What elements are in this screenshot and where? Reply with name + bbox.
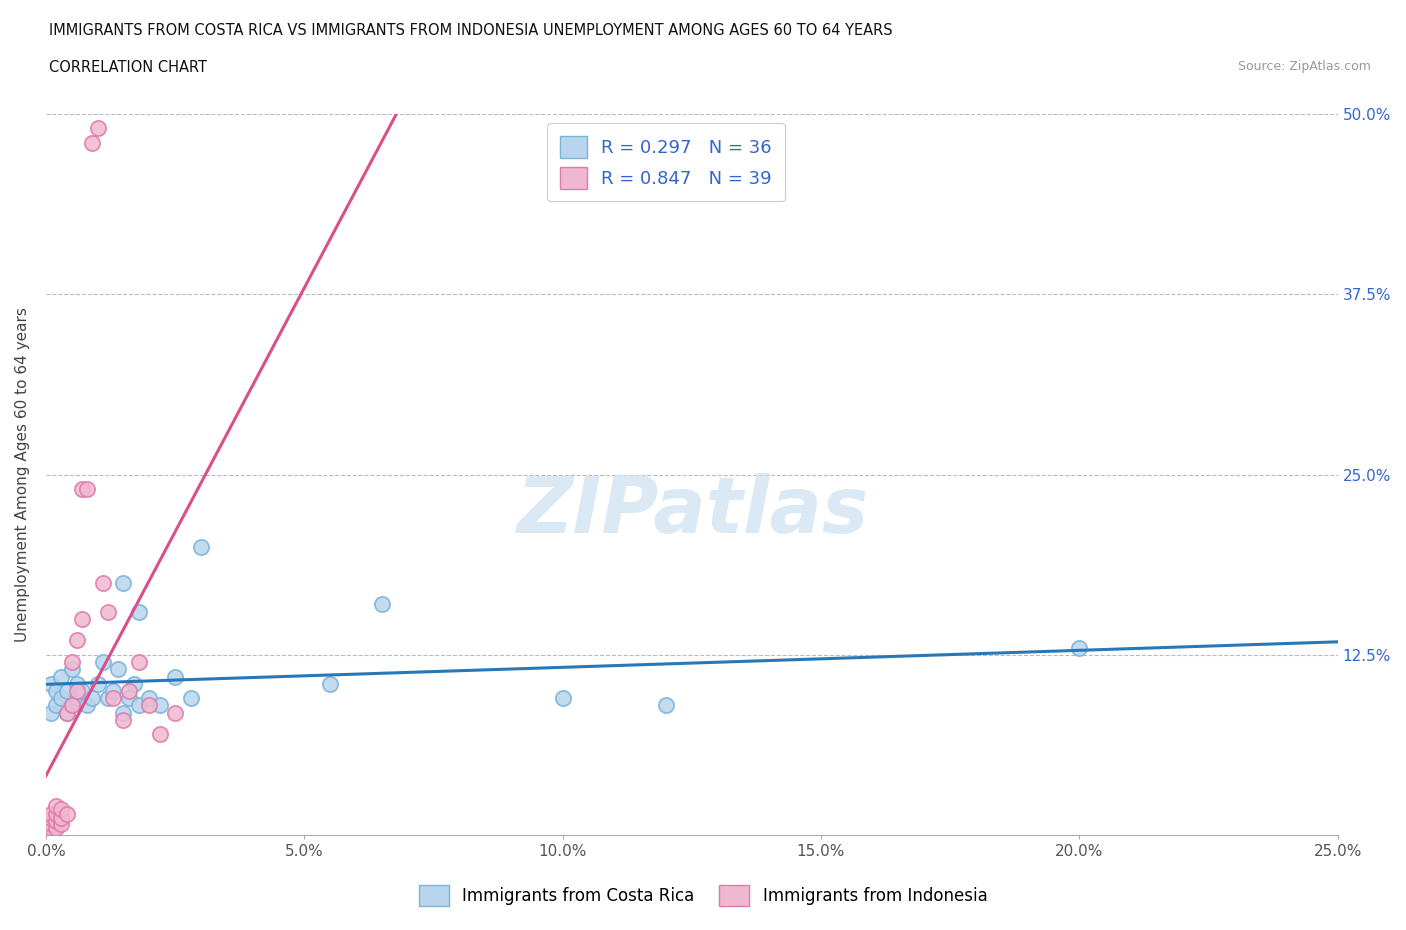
- Point: [45, 684, 67, 698]
- Point: [112, 712, 135, 727]
- Y-axis label: Unemployment Among Ages 60 to 64 years: Unemployment Among Ages 60 to 64 years: [15, 307, 30, 642]
- Point: [551, 691, 574, 706]
- Point: [35, 820, 58, 835]
- Point: [45, 698, 67, 712]
- Point: [51, 810, 73, 825]
- Point: [107, 662, 129, 677]
- Point: [66, 633, 89, 648]
- Point: [51, 802, 73, 817]
- Point: [117, 691, 139, 706]
- Point: [165, 705, 187, 720]
- Point: [91, 655, 114, 670]
- Point: [70, 611, 93, 626]
- Point: [39, 817, 62, 831]
- Point: [319, 676, 342, 691]
- Point: [35, 825, 58, 840]
- Point: [39, 828, 62, 843]
- Point: [128, 604, 150, 619]
- Point: [55, 705, 77, 720]
- Point: [51, 669, 73, 684]
- Point: [138, 698, 160, 712]
- Point: [55, 705, 77, 720]
- Point: [35, 823, 58, 838]
- Point: [122, 676, 145, 691]
- Point: [55, 806, 77, 821]
- Point: [82, 691, 104, 706]
- Point: [82, 136, 104, 151]
- Point: [39, 820, 62, 835]
- Point: [55, 684, 77, 698]
- Point: [60, 662, 83, 677]
- Point: [51, 817, 73, 831]
- Point: [190, 539, 212, 554]
- Point: [45, 820, 67, 835]
- Point: [51, 691, 73, 706]
- Legend: Immigrants from Costa Rica, Immigrants from Indonesia: Immigrants from Costa Rica, Immigrants f…: [412, 879, 994, 912]
- Point: [35, 814, 58, 829]
- Point: [97, 691, 120, 706]
- Point: [66, 684, 89, 698]
- Point: [86, 121, 108, 136]
- Point: [60, 698, 83, 712]
- Point: [117, 684, 139, 698]
- Point: [128, 698, 150, 712]
- Point: [76, 698, 98, 712]
- Point: [60, 655, 83, 670]
- Point: [112, 576, 135, 591]
- Point: [39, 825, 62, 840]
- Point: [128, 655, 150, 670]
- Text: ZIPatlas: ZIPatlas: [516, 472, 868, 549]
- Point: [1069, 640, 1091, 655]
- Point: [45, 806, 67, 821]
- Text: CORRELATION CHART: CORRELATION CHART: [49, 60, 207, 75]
- Text: IMMIGRANTS FROM COSTA RICA VS IMMIGRANTS FROM INDONESIA UNEMPLOYMENT AMONG AGES : IMMIGRANTS FROM COSTA RICA VS IMMIGRANTS…: [49, 23, 893, 38]
- Point: [655, 698, 678, 712]
- Point: [76, 482, 98, 497]
- Point: [39, 676, 62, 691]
- Point: [39, 705, 62, 720]
- Point: [66, 691, 89, 706]
- Point: [45, 799, 67, 814]
- Point: [180, 691, 202, 706]
- Point: [39, 810, 62, 825]
- Point: [45, 814, 67, 829]
- Point: [66, 676, 89, 691]
- Point: [35, 828, 58, 843]
- Point: [39, 806, 62, 821]
- Point: [112, 705, 135, 720]
- Point: [149, 726, 172, 741]
- Point: [35, 817, 58, 831]
- Point: [60, 698, 83, 712]
- Legend: R = 0.297   N = 36, R = 0.847   N = 39: R = 0.297 N = 36, R = 0.847 N = 39: [547, 123, 785, 202]
- Point: [138, 691, 160, 706]
- Point: [86, 676, 108, 691]
- Point: [70, 684, 93, 698]
- Point: [97, 604, 120, 619]
- Point: [91, 576, 114, 591]
- Point: [371, 597, 394, 612]
- Point: [149, 698, 172, 712]
- Point: [101, 684, 124, 698]
- Text: Source: ZipAtlas.com: Source: ZipAtlas.com: [1237, 60, 1371, 73]
- Point: [101, 691, 124, 706]
- Point: [70, 482, 93, 497]
- Point: [165, 669, 187, 684]
